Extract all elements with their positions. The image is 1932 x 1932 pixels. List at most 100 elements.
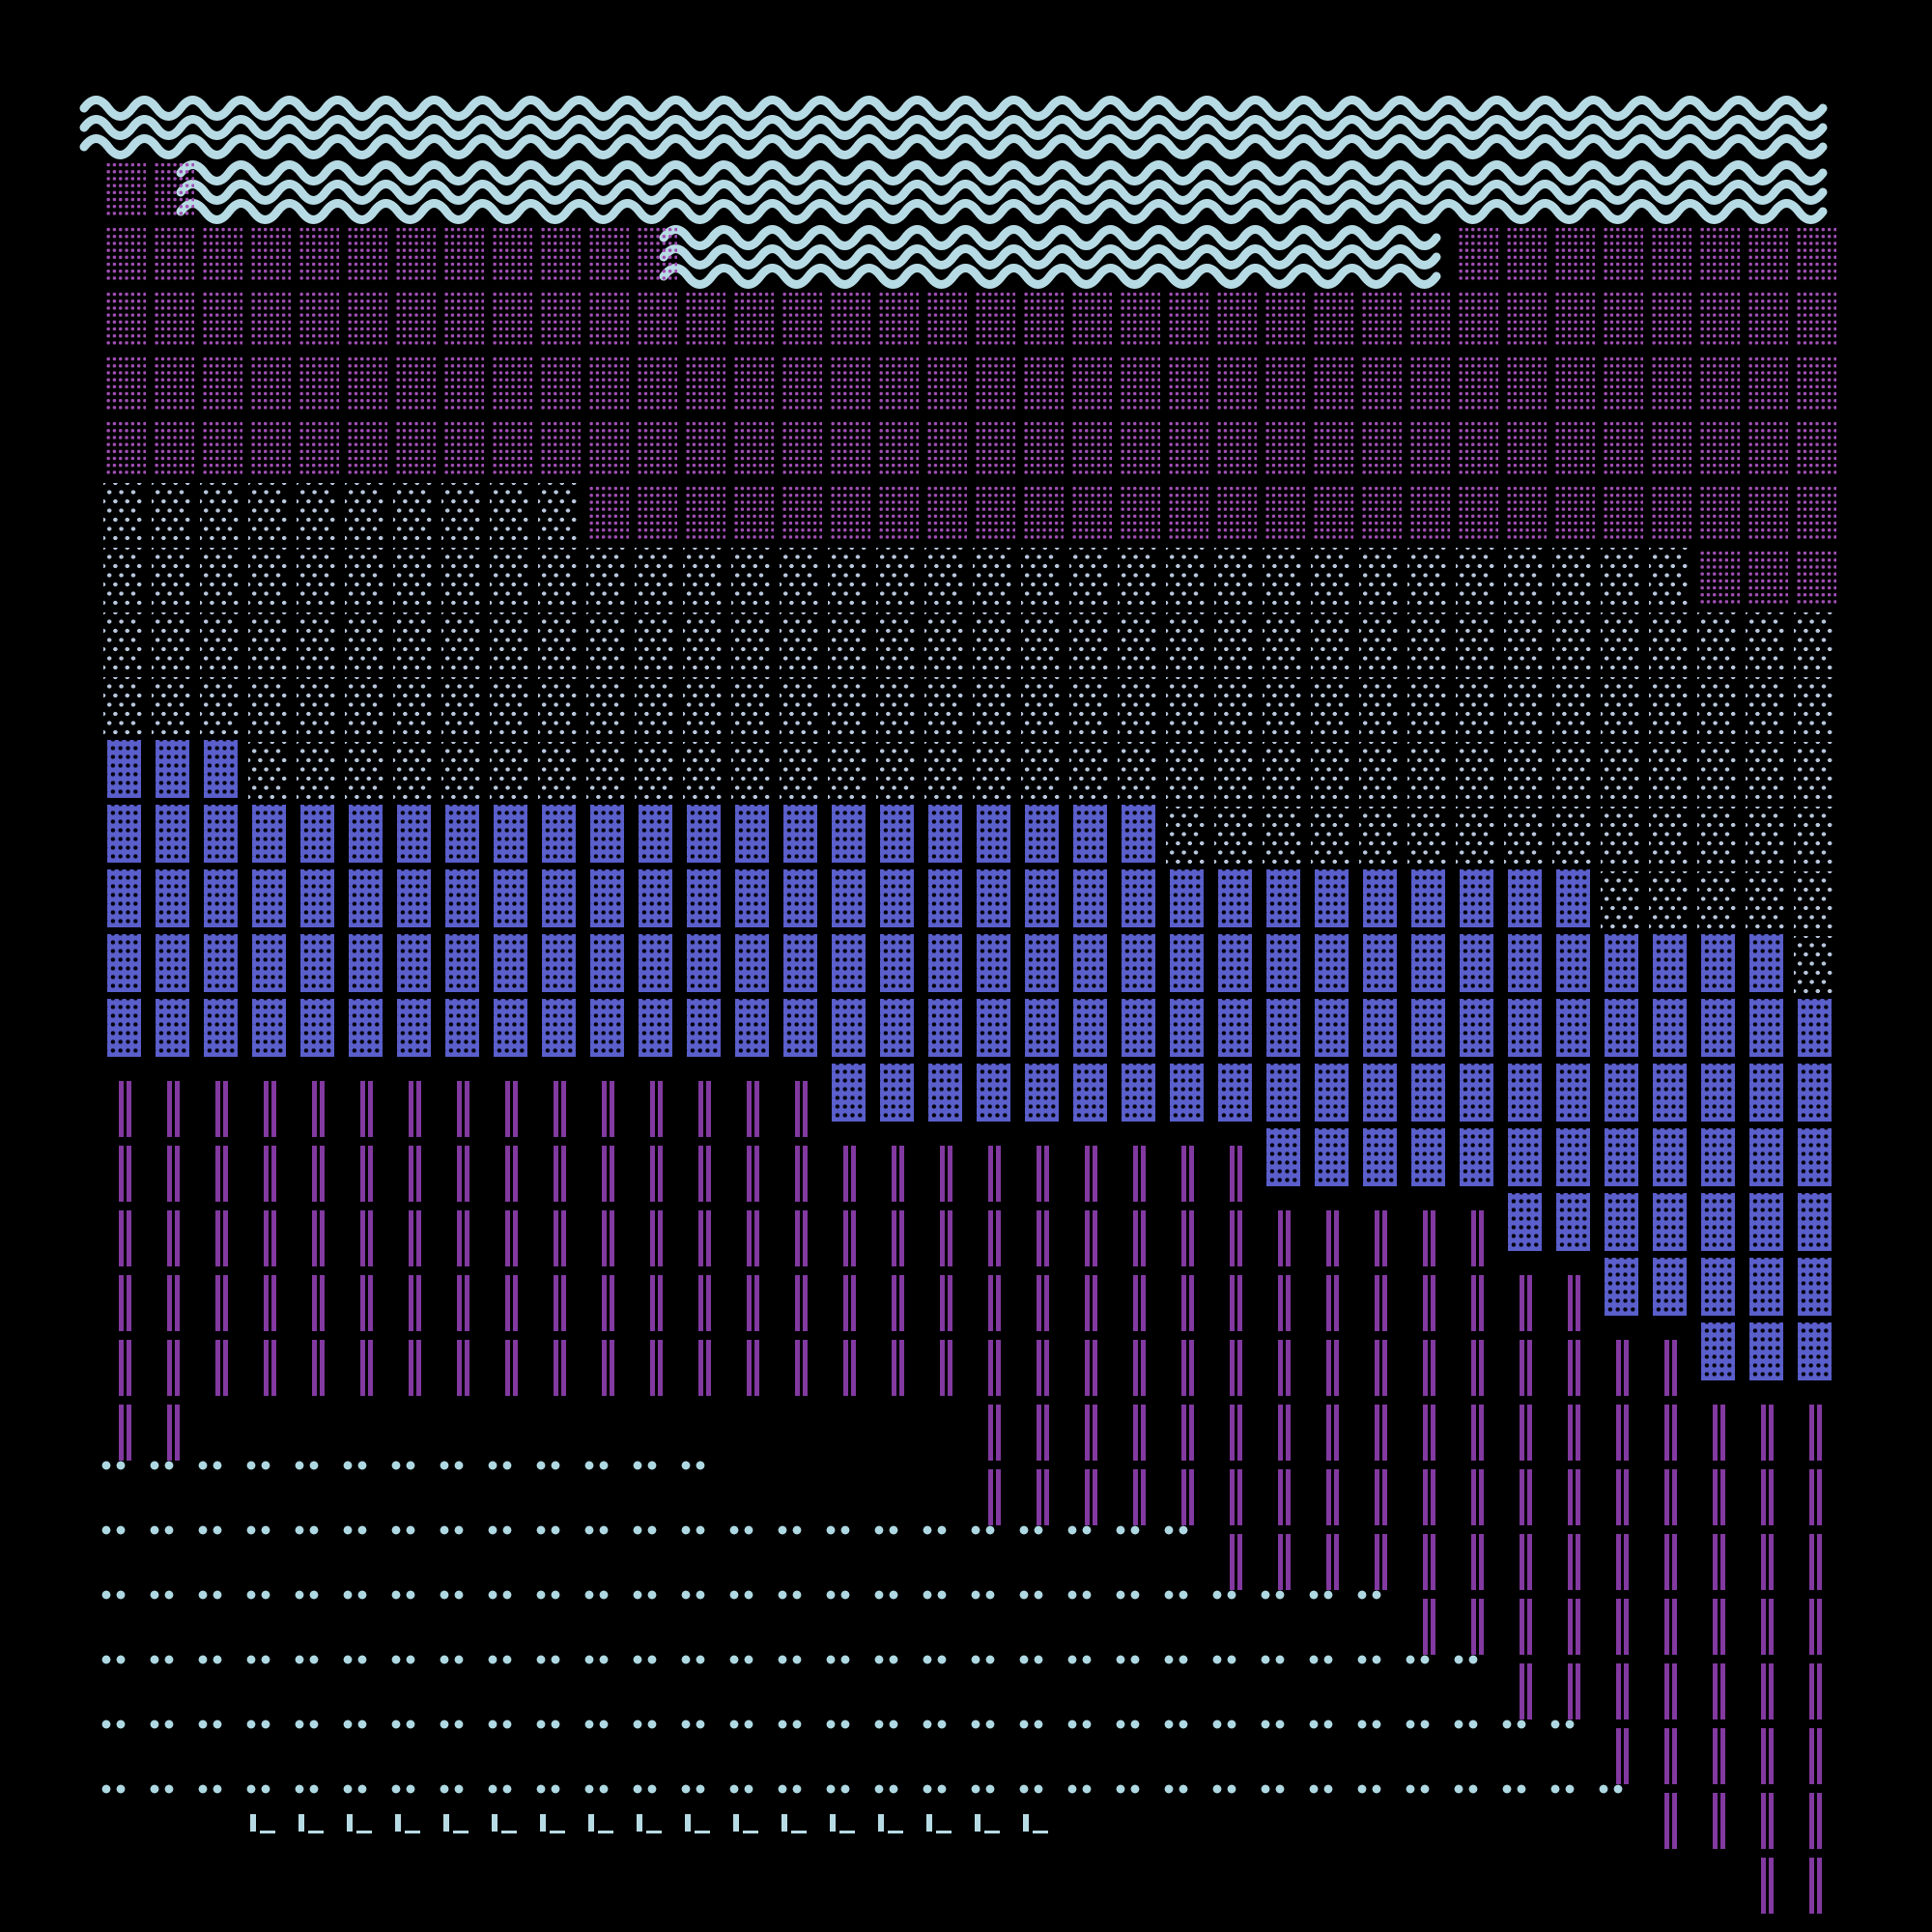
double-bar-segment — [1593, 1663, 1641, 1719]
double-bar-segment — [144, 1340, 192, 1396]
indigo-perforated-block — [1556, 1064, 1590, 1122]
checker-dot-block — [248, 612, 288, 670]
pale-dot-pair — [1448, 1779, 1487, 1799]
checker-dot-block — [1166, 807, 1206, 865]
checker-dot-block — [490, 612, 529, 670]
pale-dot-pair — [530, 1456, 569, 1475]
checker-dot-block — [1504, 677, 1544, 735]
indigo-perforated-block — [783, 934, 817, 992]
checker-dot-block — [635, 548, 674, 606]
pale-dot-pair — [820, 1715, 859, 1734]
pale-dot-pair — [1062, 1779, 1100, 1799]
pale-dot-pair — [1158, 1585, 1197, 1605]
double-bar-segment — [1255, 1275, 1303, 1331]
purple-dot-block — [1796, 420, 1836, 474]
purple-dot-block — [781, 355, 822, 410]
checker-dot-block — [1456, 807, 1495, 865]
double-bar-segment — [579, 1340, 627, 1396]
purple-dot-block — [1458, 485, 1498, 539]
checker-dot-block — [1069, 677, 1109, 735]
indigo-perforated-block — [1798, 1064, 1832, 1122]
checker-dot-block — [1311, 612, 1350, 670]
indigo-perforated-block — [300, 934, 334, 992]
double-bar-segment — [1448, 1275, 1496, 1331]
indigo-perforated-block — [107, 805, 141, 863]
purple-dot-block — [1458, 420, 1498, 474]
double-bar-segment — [1110, 1275, 1158, 1331]
indigo-perforated-block — [1701, 934, 1735, 992]
purple-dot-block — [1216, 485, 1257, 539]
indigo-perforated-block — [1701, 1322, 1735, 1380]
checker-dot-block — [1069, 742, 1109, 800]
checker-dot-block — [1359, 612, 1399, 670]
checker-dot-block — [200, 548, 240, 606]
indigo-perforated-block — [1653, 934, 1687, 992]
double-bar-segment — [96, 1405, 144, 1461]
double-bar-segment — [144, 1405, 192, 1461]
indigo-perforated-block — [1749, 999, 1783, 1057]
pale-dot-pair — [1255, 1779, 1293, 1799]
pale-dot-pair — [1110, 1585, 1149, 1605]
double-bar-segment — [1448, 1210, 1496, 1266]
wave-line — [176, 180, 1828, 205]
double-bar-segment — [434, 1275, 482, 1331]
purple-dot-block — [637, 355, 677, 410]
double-bar-segment — [1545, 1405, 1593, 1461]
pale-dot-pair — [965, 1520, 1004, 1540]
pale-dot-pair — [241, 1456, 279, 1475]
double-bar-segment — [289, 1275, 337, 1331]
purple-dot-block — [1071, 291, 1112, 345]
pale-dot-pair — [192, 1650, 231, 1669]
purple-dot-block — [1409, 355, 1450, 410]
pale-dot-pair — [772, 1650, 810, 1669]
wave-line — [659, 244, 1441, 270]
checker-dot-block — [152, 483, 191, 541]
indigo-perforated-block — [397, 934, 431, 992]
double-bar-segment — [96, 1340, 144, 1396]
checker-dot-block — [731, 612, 771, 670]
indigo-perforated-block — [639, 805, 672, 863]
pale-dot-pair — [434, 1520, 472, 1540]
indigo-perforated-block — [1798, 999, 1832, 1057]
double-bar-segment — [1786, 1858, 1834, 1914]
purple-dot-block — [1603, 420, 1643, 474]
indigo-perforated-block — [735, 999, 769, 1057]
purple-dot-block — [1313, 420, 1353, 474]
purple-dot-block — [492, 355, 532, 410]
pale-dot-pair — [337, 1520, 376, 1540]
double-bar-segment — [1738, 1728, 1786, 1784]
double-bar-segment — [1255, 1210, 1303, 1266]
pale-dot-pair — [482, 1779, 521, 1799]
double-bar-segment — [337, 1340, 385, 1396]
purple-dot-block — [878, 291, 919, 345]
checker-dot-block — [1746, 677, 1785, 735]
checker-dot-block — [538, 483, 578, 541]
pale-dot-pair — [144, 1779, 183, 1799]
double-bar-segment — [675, 1081, 724, 1137]
checker-dot-block — [1214, 612, 1254, 670]
pale-dot-pair — [1303, 1585, 1342, 1605]
purple-dot-block — [1361, 485, 1402, 539]
indigo-perforated-block — [156, 869, 189, 927]
pale-dot-pair — [1448, 1715, 1487, 1734]
wave-line — [659, 225, 1441, 250]
indigo-perforated-block — [590, 869, 624, 927]
pale-dot-pair — [192, 1779, 231, 1799]
purple-dot-block — [637, 420, 677, 474]
indigo-perforated-block — [639, 999, 672, 1057]
pale-dot-pair — [627, 1456, 666, 1475]
checker-dot-block — [1601, 871, 1640, 929]
purple-dot-block — [1361, 420, 1402, 474]
double-bar-segment — [1351, 1275, 1400, 1331]
indigo-perforated-block — [1411, 869, 1445, 927]
clipped-wave-tip — [488, 1814, 525, 1835]
double-bar-segment — [1496, 1469, 1545, 1525]
double-bar-segment — [1207, 1210, 1255, 1266]
pale-dot-pair — [241, 1650, 279, 1669]
indigo-perforated-block — [1266, 1128, 1300, 1186]
pale-dot-pair — [434, 1456, 472, 1475]
double-bar-segment — [192, 1146, 241, 1202]
pale-dot-pair — [192, 1456, 231, 1475]
indigo-perforated-block — [1266, 869, 1300, 927]
double-bar-segment — [1641, 1405, 1690, 1461]
